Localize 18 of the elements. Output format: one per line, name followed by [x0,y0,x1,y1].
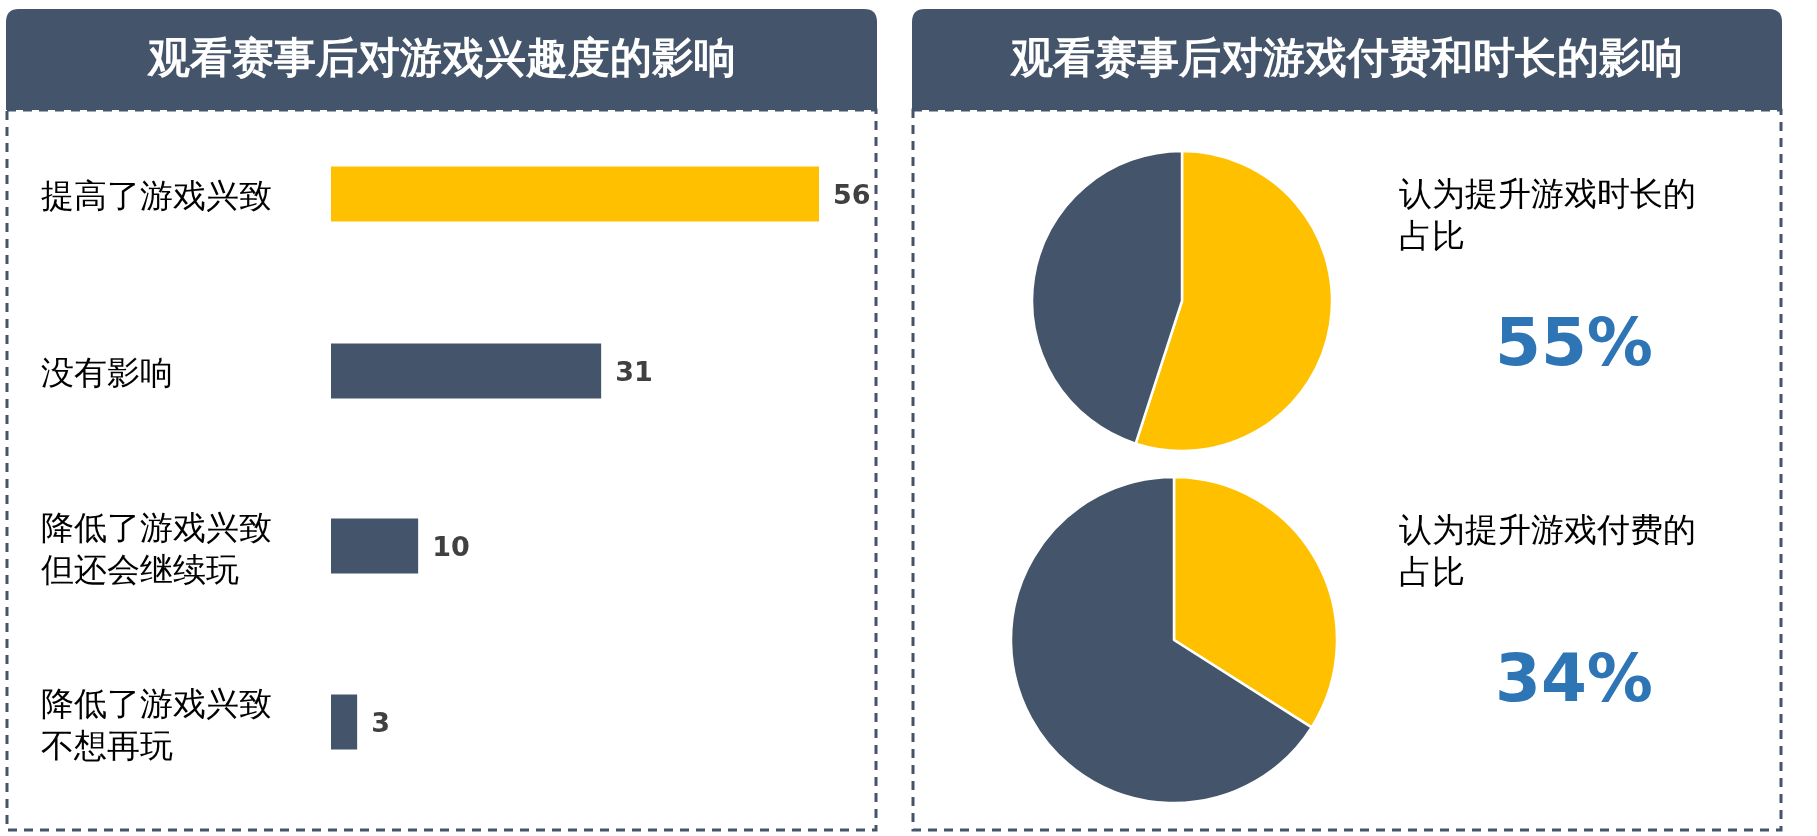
bar [331,518,419,574]
y-tick-label: 降低了游戏兴致但还会继续玩 [41,508,272,589]
data-label: 3 [371,707,390,738]
bar [331,694,358,750]
bar [331,343,602,399]
data-label: 10 [432,531,470,562]
bar [331,166,819,222]
data-label: 34% [1495,640,1653,717]
data-label: 56 [833,179,871,210]
chart-title: 观看赛事后对游戏兴趣度的影响 [145,33,736,82]
data-label: 31 [615,356,653,387]
text: 认为提升游戏付费的占比 [1399,510,1696,591]
data-label: 55% [1495,304,1653,381]
text: 认为提升游戏时长的占比 [1399,174,1696,255]
y-tick-label: 降低了游戏兴致不想再玩 [41,684,272,765]
y-tick-label: 提高了游戏兴致 [41,176,272,215]
y-tick-label: 没有影响 [41,353,173,392]
chart-title: 观看赛事后对游戏付费和时长的影响 [1009,33,1683,82]
